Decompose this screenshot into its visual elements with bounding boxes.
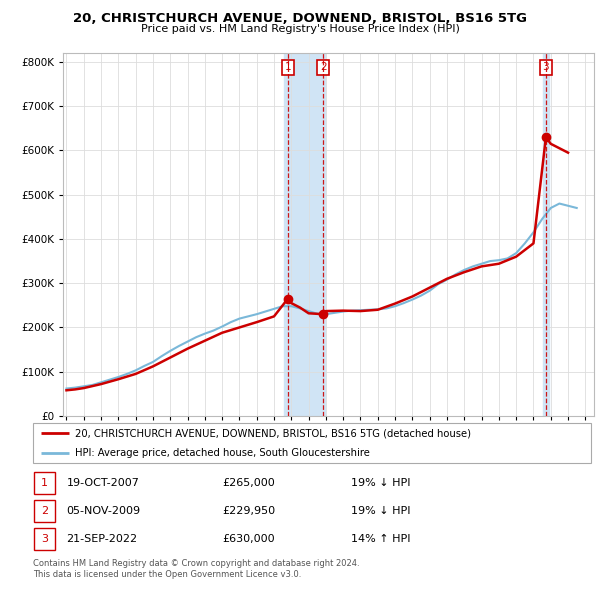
Text: 19% ↓ HPI: 19% ↓ HPI — [351, 478, 410, 488]
Text: 3: 3 — [41, 534, 48, 544]
Text: £229,950: £229,950 — [223, 506, 276, 516]
Text: 1: 1 — [284, 62, 291, 72]
Bar — [543, 53, 548, 416]
Text: £630,000: £630,000 — [223, 534, 275, 544]
Bar — [34, 527, 55, 550]
Text: 21-SEP-2022: 21-SEP-2022 — [67, 534, 137, 544]
Text: 2: 2 — [320, 62, 326, 72]
Text: This data is licensed under the Open Government Licence v3.0.: This data is licensed under the Open Gov… — [33, 570, 301, 579]
Text: 19% ↓ HPI: 19% ↓ HPI — [351, 506, 410, 516]
Text: Price paid vs. HM Land Registry's House Price Index (HPI): Price paid vs. HM Land Registry's House … — [140, 24, 460, 34]
Text: 1: 1 — [41, 478, 48, 488]
Text: 2: 2 — [41, 506, 48, 516]
Text: 3: 3 — [542, 62, 549, 72]
Text: 20, CHRISTCHURCH AVENUE, DOWNEND, BRISTOL, BS16 5TG: 20, CHRISTCHURCH AVENUE, DOWNEND, BRISTO… — [73, 12, 527, 25]
Text: Contains HM Land Registry data © Crown copyright and database right 2024.: Contains HM Land Registry data © Crown c… — [33, 559, 359, 568]
Bar — [284, 53, 325, 416]
Text: 05-NOV-2009: 05-NOV-2009 — [67, 506, 140, 516]
Text: 20, CHRISTCHURCH AVENUE, DOWNEND, BRISTOL, BS16 5TG (detached house): 20, CHRISTCHURCH AVENUE, DOWNEND, BRISTO… — [75, 428, 471, 438]
Text: HPI: Average price, detached house, South Gloucestershire: HPI: Average price, detached house, Sout… — [75, 448, 370, 458]
Bar — [34, 471, 55, 494]
Text: £265,000: £265,000 — [223, 478, 275, 488]
Text: 14% ↑ HPI: 14% ↑ HPI — [351, 534, 410, 544]
Bar — [34, 500, 55, 522]
Text: 19-OCT-2007: 19-OCT-2007 — [67, 478, 139, 488]
